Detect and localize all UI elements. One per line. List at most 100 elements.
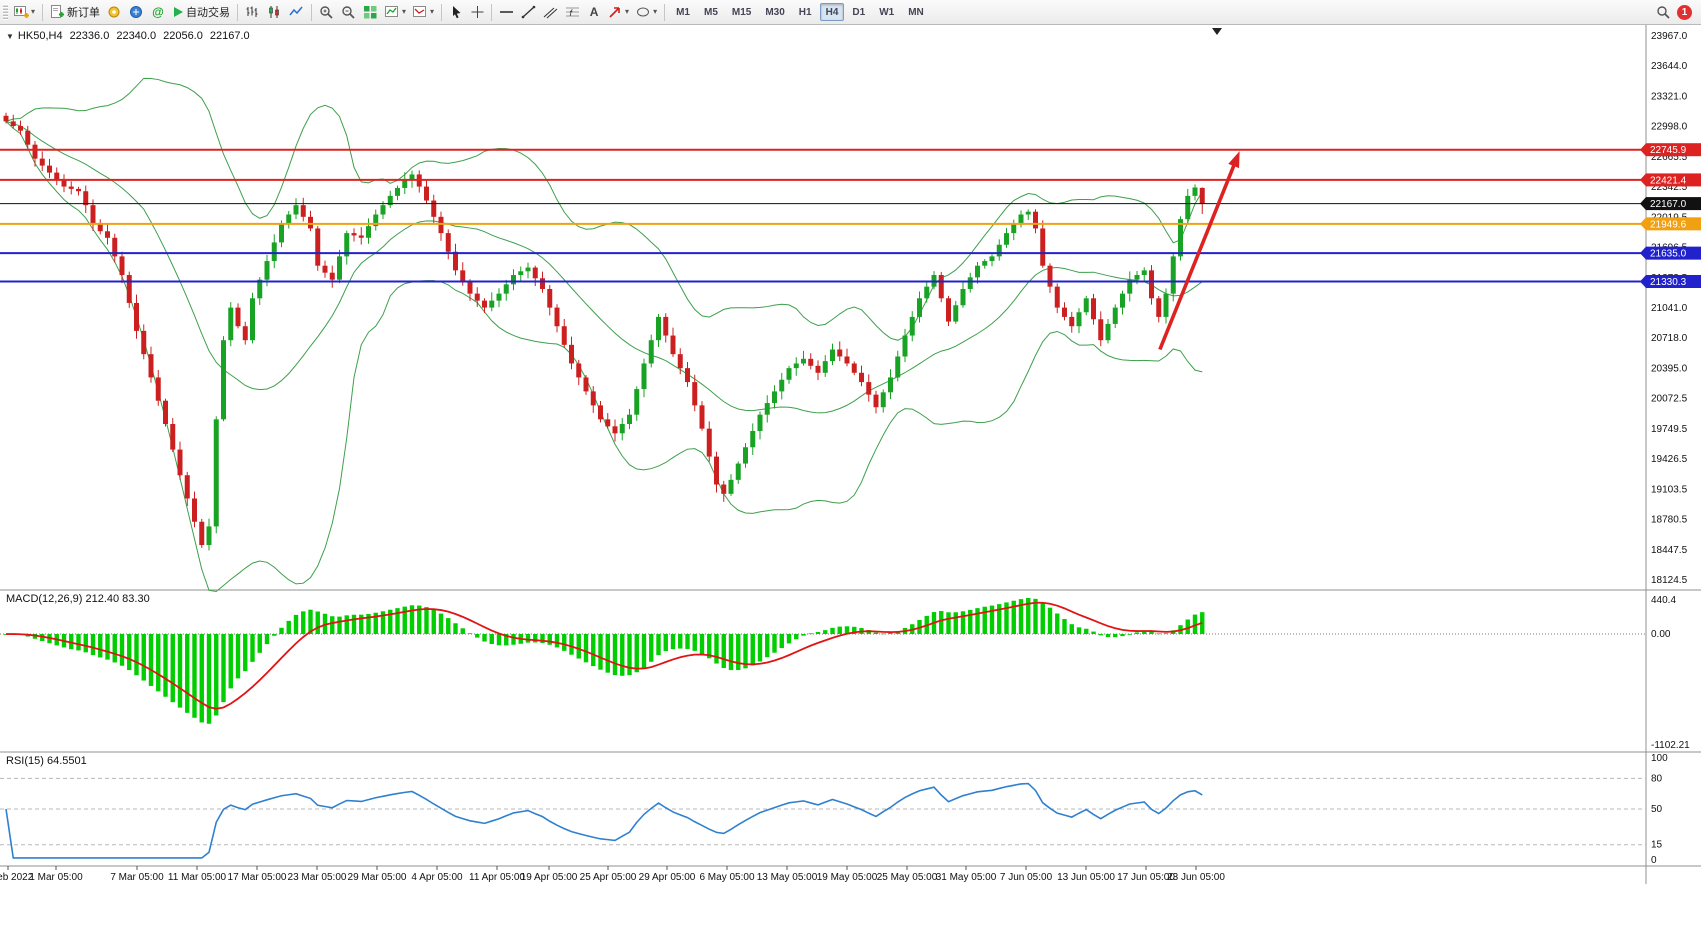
svg-text:22342.5: 22342.5 [1651,182,1688,193]
svg-text:20072.5: 20072.5 [1651,394,1688,405]
toolbar-separator [441,3,443,21]
chart-canvas[interactable]: 23967.0 23644.0 23321.0 22998.0 22665.5 22342… [0,25,1701,945]
timeframe-buttons: M1 M5 M15 M30 H1 H4 D1 W1 MN [669,3,931,21]
arrows-tool-button[interactable]: ▾ [605,2,632,22]
main-toolbar: ▾ 新订单 @ 自动交易 [0,0,1701,25]
data-window-button[interactable]: @ [148,2,168,22]
autotrading-button[interactable]: 自动交易 [169,2,233,22]
ohlc-high: 22340.0 [116,30,157,42]
svg-text:80: 80 [1651,773,1663,784]
toolbar-separator [237,3,239,21]
svg-text:11 Mar 05:00: 11 Mar 05:00 [168,872,227,883]
toolbar-grip[interactable] [3,4,8,20]
tile-windows-button[interactable] [360,2,381,22]
chart-symbol-ohlc: ▼ HK50,H4 22336.0 22340.0 22056.0 22167.0 [6,30,250,42]
fibonacci-tool-button[interactable]: f [562,2,583,22]
candlestick-chart-button[interactable] [264,2,285,22]
zoom-in-button[interactable] [316,2,337,22]
autotrading-label: 自动交易 [186,7,231,19]
new-order-button[interactable]: 新订单 [47,2,103,22]
rsi-scale-labels: 100 80 50 15 0 [1651,753,1668,866]
svg-text:23321.0: 23321.0 [1651,91,1688,102]
text-tool-button[interactable]: A [584,2,604,22]
search-button[interactable] [1653,2,1674,22]
timeframe-m5[interactable]: M5 [698,3,724,21]
crosshair-button[interactable] [467,2,487,22]
svg-text:11 Apr 05:00: 11 Apr 05:00 [469,872,525,883]
notification-badge[interactable]: 1 [1677,4,1692,20]
horizontal-price-lines[interactable] [0,148,1646,283]
svg-text:20395.0: 20395.0 [1651,363,1688,374]
svg-text:19749.5: 19749.5 [1651,424,1688,435]
svg-text:50: 50 [1651,804,1663,815]
chevron-down-icon: ▾ [430,7,435,16]
timeframe-h1[interactable]: H1 [793,3,818,21]
svg-text:13 May 05:00: 13 May 05:00 [757,872,818,883]
indicators-button[interactable]: ▾ [382,2,409,22]
trendline-tool-button[interactable] [518,2,539,22]
ohlc-close: 22167.0 [209,30,250,42]
zoom-out-button[interactable] [338,2,359,22]
svg-text:17 Mar 05:00: 17 Mar 05:00 [228,872,287,883]
line-chart-button[interactable] [286,2,307,22]
rsi-indicator-label: RSI(15) 64.5501 [6,755,87,767]
timeframe-d1[interactable]: D1 [846,3,871,21]
pane-separators [0,25,1701,884]
price-axis-labels: 23967.0 23644.0 23321.0 22998.0 22665.5 22342… [1651,31,1688,586]
expert-advisors-icon [108,6,120,18]
svg-text:29 Apr 05:00: 29 Apr 05:00 [639,872,696,883]
cursor-button[interactable] [446,2,466,22]
rsi-line [5,782,1203,859]
toolbar-separator [42,3,44,21]
svg-text:25 May 05:00: 25 May 05:00 [877,872,938,883]
svg-text:13 Jun 05:00: 13 Jun 05:00 [1057,872,1115,883]
bars-chart-button[interactable] [242,2,263,22]
timeframe-mn[interactable]: MN [902,3,930,21]
timeframe-m1[interactable]: M1 [670,3,696,21]
svg-text:22167.0: 22167.0 [1650,199,1687,210]
expert-advisors-button[interactable] [104,2,125,22]
objects-list-button[interactable]: ▾ [410,2,437,22]
bollinger-bands [5,77,1203,593]
candlestick-chart-icon [269,6,279,18]
zoom-out-icon [342,6,355,19]
collapse-triangle-icon[interactable]: ▼ [6,32,14,41]
svg-text:19 Apr 05:00: 19 Apr 05:00 [521,872,578,883]
text-tool-icon: A [589,5,599,19]
svg-text:100: 100 [1651,753,1668,764]
equidistant-channel-icon [543,7,558,19]
new-chart-button[interactable]: ▾ [11,2,38,22]
svg-text:23967.0: 23967.0 [1651,31,1688,42]
timeframe-h4[interactable]: H4 [819,3,845,21]
bars-chart-icon [246,6,258,17]
market-watch-button[interactable] [126,2,147,22]
macd-histogram [3,598,1205,724]
svg-text:f: f [570,8,574,18]
svg-text:29 Mar 05:00: 29 Mar 05:00 [348,872,407,883]
svg-text:-1102.21: -1102.21 [1651,740,1690,751]
equidistant-channel-tool-button[interactable] [540,2,561,22]
trend-arrow[interactable] [1158,151,1240,351]
shapes-tool-button[interactable]: ▾ [633,2,660,22]
price-tags: 22745.9 22421.4 22167.0 21949.6 21635.0 21330… [1640,143,1701,289]
horizontal-line-tool-button[interactable] [496,2,517,22]
svg-text:3 Feb 2022: 3 Feb 2022 [0,872,34,883]
svg-text:17 Jun 05:00: 17 Jun 05:00 [1117,872,1175,883]
svg-text:18124.5: 18124.5 [1651,575,1688,586]
timeframe-m30[interactable]: M30 [759,3,790,21]
chevron-down-icon: ▾ [625,7,630,16]
candlesticks [3,112,1205,551]
ohlc-open: 22336.0 [69,30,110,42]
arrows-icon [609,7,620,18]
timeframe-w1[interactable]: W1 [873,3,900,21]
chart-shift-marker[interactable] [1212,28,1222,35]
svg-text:0: 0 [1651,855,1657,866]
svg-text:7 Jun 05:00: 7 Jun 05:00 [1000,872,1053,883]
timeframe-m15[interactable]: M15 [726,3,757,21]
svg-text:22998.0: 22998.0 [1651,122,1688,133]
svg-text:25 Apr 05:00: 25 Apr 05:00 [580,872,637,883]
crosshair-icon [471,6,484,18]
toolbar-separator [311,3,313,21]
